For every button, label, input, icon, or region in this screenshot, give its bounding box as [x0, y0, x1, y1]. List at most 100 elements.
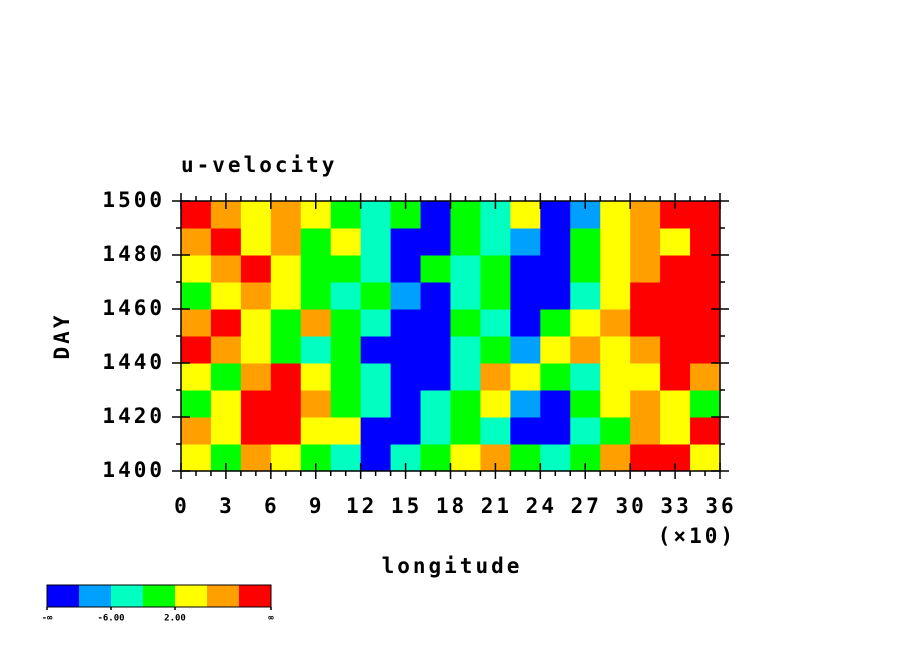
heat-cell	[570, 390, 601, 418]
chart-title: u-velocity	[181, 153, 337, 177]
colorbar-swatch	[47, 585, 79, 607]
heat-cell	[630, 390, 661, 418]
heat-cell	[660, 363, 691, 391]
heat-cell	[240, 282, 272, 310]
heat-cell	[420, 309, 451, 337]
heat-cell	[570, 336, 601, 364]
heat-cell	[690, 417, 721, 445]
heat-cell	[300, 390, 332, 418]
heat-cell	[360, 336, 392, 364]
heat-cell	[570, 282, 601, 310]
heat-cell	[450, 336, 481, 364]
colorbar-swatch	[111, 585, 143, 607]
heat-cell	[240, 363, 272, 391]
heat-cell	[270, 363, 302, 391]
heat-cell	[360, 390, 392, 418]
heat-cell	[300, 309, 332, 337]
heat-cell	[420, 282, 451, 310]
heat-cell	[300, 417, 332, 445]
heat-cell	[330, 363, 362, 391]
x-tick-label: 0	[174, 494, 190, 518]
heat-cell	[540, 444, 571, 472]
x-tick-label: 36	[705, 494, 736, 518]
heat-cell	[660, 417, 691, 445]
heat-cell	[240, 201, 272, 229]
heat-cell	[600, 228, 631, 256]
heat-cell	[480, 417, 511, 445]
heat-cell	[540, 201, 571, 229]
heat-cell	[360, 363, 392, 391]
heat-cell	[360, 309, 392, 337]
heat-cell	[181, 444, 212, 472]
heat-cell	[480, 363, 511, 391]
colorbar-swatch	[79, 585, 111, 607]
heat-cell	[240, 444, 272, 472]
heat-cell	[630, 201, 661, 229]
heat-cell	[300, 228, 332, 256]
heat-cell	[270, 201, 302, 229]
heat-cell	[540, 336, 571, 364]
y-tick-label: 1460	[102, 296, 165, 320]
heat-cell	[690, 228, 721, 256]
heat-cell	[480, 228, 511, 256]
heat-cell	[181, 390, 212, 418]
heat-cell	[270, 336, 302, 364]
heat-cell	[390, 282, 422, 310]
heat-cell	[600, 417, 631, 445]
heat-cell	[450, 255, 481, 283]
heat-cell	[600, 282, 631, 310]
y-tick-label: 1420	[102, 404, 165, 428]
heat-cell	[510, 228, 541, 256]
heat-cell	[181, 201, 212, 229]
heat-cell	[300, 363, 332, 391]
y-tick-label: 1500	[102, 188, 165, 212]
x-tick-label: 27	[571, 494, 602, 518]
y-tick-label: 1400	[102, 458, 165, 482]
heat-cell	[181, 363, 212, 391]
heat-cell	[330, 336, 362, 364]
heat-cell	[660, 282, 691, 310]
heat-cell	[390, 228, 422, 256]
heat-cell	[630, 282, 661, 310]
heat-cell	[210, 282, 242, 310]
heat-cell	[690, 255, 721, 283]
heat-cell	[450, 228, 481, 256]
heat-cell	[270, 390, 302, 418]
heat-cell	[600, 255, 631, 283]
heat-cell	[510, 363, 541, 391]
x-tick-label: 30	[616, 494, 647, 518]
heat-cell	[510, 309, 541, 337]
heat-cell	[690, 390, 721, 418]
heat-cell	[450, 390, 481, 418]
heat-cell	[360, 282, 392, 310]
heat-cell	[390, 417, 422, 445]
heat-cell	[480, 309, 511, 337]
heat-cell	[570, 309, 601, 337]
y-axis-label: DAY	[50, 313, 74, 360]
heat-cell	[450, 417, 481, 445]
heat-cell	[600, 201, 631, 229]
heat-cell	[270, 309, 302, 337]
heat-cell	[390, 390, 422, 418]
heat-cell	[360, 444, 392, 472]
heat-cell	[630, 228, 661, 256]
heat-cell	[300, 336, 332, 364]
heat-cell	[450, 282, 481, 310]
heat-cell	[630, 363, 661, 391]
heat-cell	[210, 417, 242, 445]
heat-cell	[181, 228, 212, 256]
heat-cell	[570, 417, 601, 445]
heat-cell	[660, 255, 691, 283]
heat-cell	[210, 336, 242, 364]
heat-cell	[360, 228, 392, 256]
heat-cell	[540, 309, 571, 337]
heat-cell	[630, 255, 661, 283]
heat-cell	[540, 228, 571, 256]
heat-cell	[630, 336, 661, 364]
heat-cell	[450, 309, 481, 337]
colorbar-label: ∞	[268, 614, 274, 624]
heat-cell	[181, 282, 212, 310]
heat-cell	[240, 309, 272, 337]
heat-cell	[390, 336, 422, 364]
heat-cell	[270, 255, 302, 283]
